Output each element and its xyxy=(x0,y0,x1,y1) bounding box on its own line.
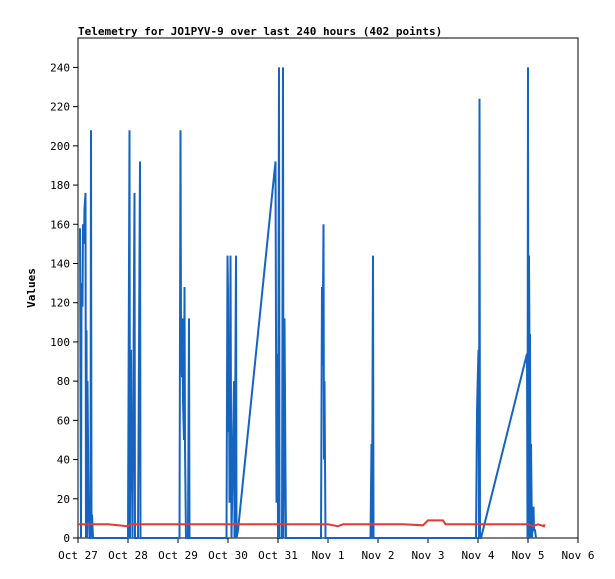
y-tick-label: 60 xyxy=(57,414,70,427)
series-layer xyxy=(78,67,546,539)
x-tick-label: Nov 1 xyxy=(311,549,344,562)
x-tick-label: Oct 31 xyxy=(258,549,298,562)
x-tick-label: Nov 3 xyxy=(411,549,444,562)
y-axis-label: Values xyxy=(25,268,38,308)
y-tick-label: 80 xyxy=(57,375,70,388)
chart-title: Telemetry for JO1PYV-9 over last 240 hou… xyxy=(78,25,442,38)
y-tick-label: 200 xyxy=(50,140,70,153)
y-tick-label: 180 xyxy=(50,179,70,192)
y-tick-label: 40 xyxy=(57,454,70,467)
series-line xyxy=(79,67,537,539)
x-tick-label: Oct 28 xyxy=(108,549,148,562)
x-tick-label: Oct 30 xyxy=(208,549,248,562)
x-tick-label: Nov 6 xyxy=(561,549,594,562)
y-tick-label: 240 xyxy=(50,61,70,74)
y-tick-label: 0 xyxy=(63,532,70,545)
y-tick-label: 160 xyxy=(50,218,70,231)
x-tick-label: Oct 29 xyxy=(158,549,198,562)
x-axis: Oct 27 Oct 28 Oct 29 Oct 30 Oct 31 Nov 1 Nov 2… xyxy=(58,538,595,562)
y-axis: 0 20 40 60 80 100 120 140 160 180 200 220 240 xyxy=(50,61,78,545)
plot-area-frame xyxy=(77,37,579,539)
y-tick-label: 100 xyxy=(50,336,70,349)
y-tick-label: 120 xyxy=(50,297,70,310)
y-tick-label: 20 xyxy=(57,493,70,506)
x-tick-label: Nov 4 xyxy=(461,549,494,562)
x-tick-label: Nov 5 xyxy=(511,549,544,562)
x-tick-label: Oct 27 xyxy=(58,549,98,562)
x-tick-label: Nov 2 xyxy=(361,549,394,562)
series-line xyxy=(78,519,546,528)
y-tick-label: 220 xyxy=(50,101,70,114)
y-tick-label: 140 xyxy=(50,257,70,270)
